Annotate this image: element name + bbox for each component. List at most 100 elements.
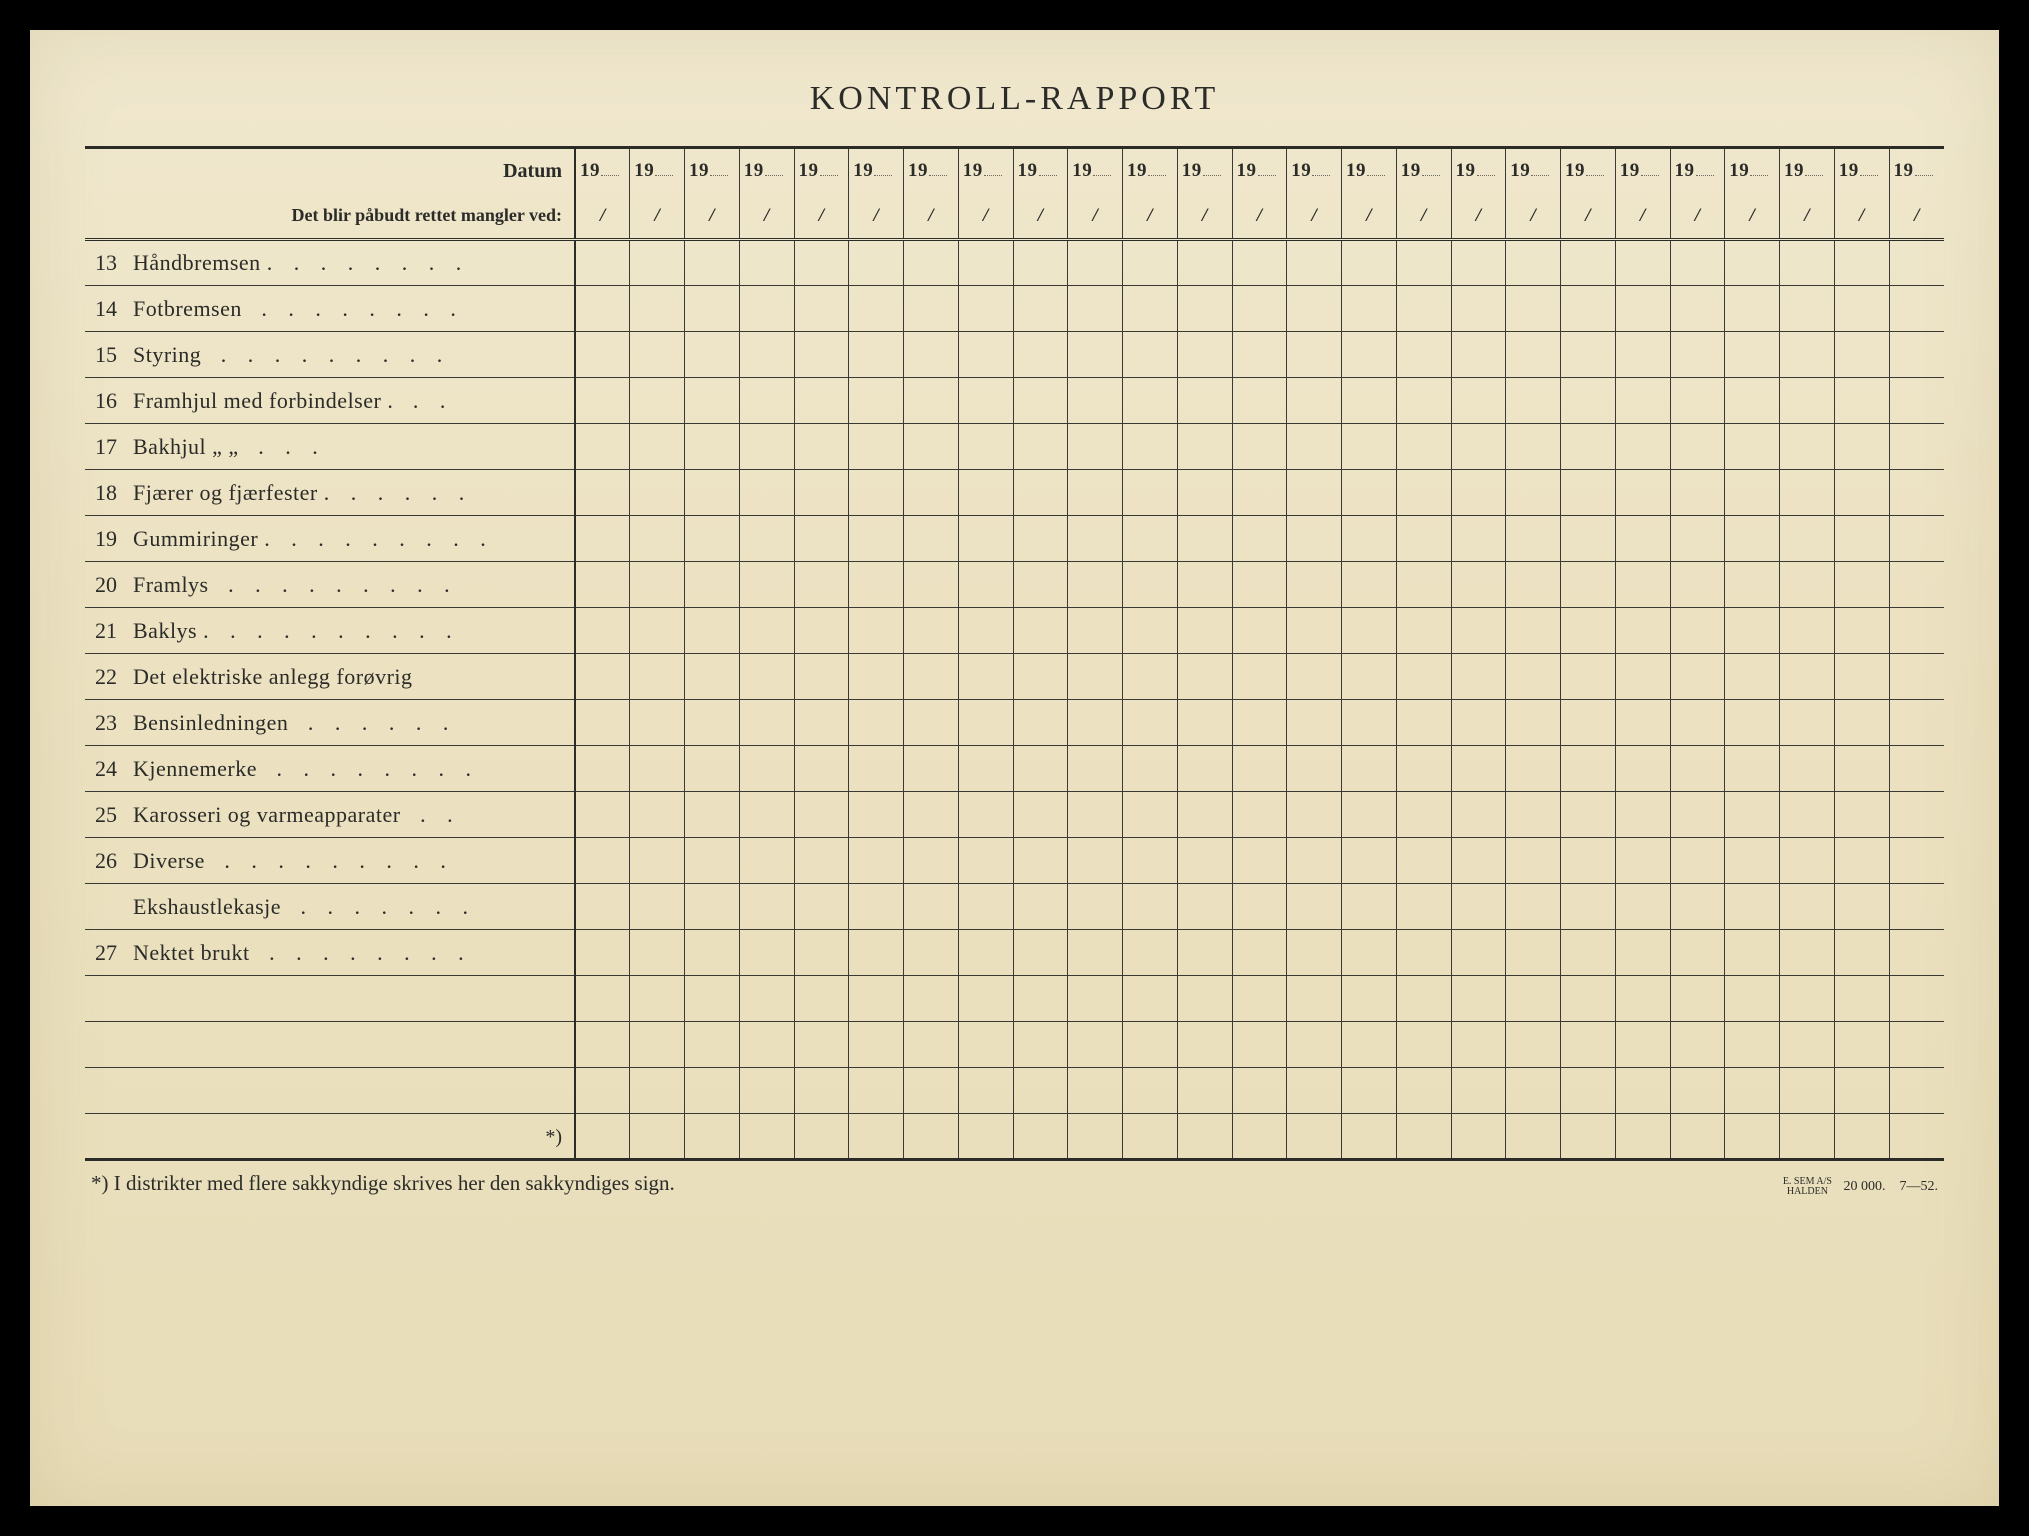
grid-cell	[1177, 838, 1232, 884]
grid-cell	[1506, 1022, 1561, 1068]
grid-cell	[1287, 378, 1342, 424]
grid-cell	[958, 1068, 1013, 1114]
grid-cell	[1780, 700, 1835, 746]
grid-cell	[1342, 654, 1397, 700]
grid-cell	[1123, 792, 1178, 838]
grid-cell	[1232, 608, 1287, 654]
grid-cell	[1123, 654, 1178, 700]
grid-cell	[958, 608, 1013, 654]
grid-cell	[1396, 700, 1451, 746]
grid-cell	[1725, 884, 1780, 930]
grid-cell	[630, 470, 685, 516]
grid-cell	[1506, 746, 1561, 792]
slash-header: /	[739, 194, 794, 240]
grid-cell	[958, 930, 1013, 976]
grid-cell	[1561, 470, 1616, 516]
grid-cell	[1889, 1022, 1944, 1068]
grid-cell	[1396, 792, 1451, 838]
grid-cell	[904, 884, 959, 930]
grid-cell	[685, 700, 740, 746]
grid-cell	[1287, 286, 1342, 332]
grid-cell	[1342, 516, 1397, 562]
grid-cell	[575, 562, 630, 608]
grid-cell	[904, 608, 959, 654]
grid-cell	[1561, 654, 1616, 700]
year-header: 19	[739, 148, 794, 194]
grid-cell	[1725, 838, 1780, 884]
grid-cell	[1834, 286, 1889, 332]
grid-cell	[1013, 1022, 1068, 1068]
grid-cell	[1123, 516, 1178, 562]
grid-cell	[575, 792, 630, 838]
grid-cell	[1342, 700, 1397, 746]
grid-cell	[685, 1068, 740, 1114]
grid-cell	[1615, 516, 1670, 562]
grid-cell	[1834, 332, 1889, 378]
year-header: 19	[904, 148, 959, 194]
grid-cell	[1177, 1022, 1232, 1068]
grid-cell	[1287, 1022, 1342, 1068]
grid-cell	[1013, 470, 1068, 516]
grid-cell	[1725, 378, 1780, 424]
grid-cell	[1506, 884, 1561, 930]
grid-cell	[794, 1022, 849, 1068]
grid-cell	[1561, 562, 1616, 608]
grid-cell	[739, 470, 794, 516]
grid-cell	[1013, 700, 1068, 746]
grid-cell	[1342, 792, 1397, 838]
grid-cell	[1177, 516, 1232, 562]
grid-cell	[1013, 792, 1068, 838]
grid-cell	[1834, 240, 1889, 286]
grid-cell	[1013, 424, 1068, 470]
grid-cell	[1232, 1022, 1287, 1068]
grid-cell	[1889, 1068, 1944, 1114]
grid-cell	[1506, 930, 1561, 976]
grid-cell	[1615, 286, 1670, 332]
grid-cell	[1725, 1022, 1780, 1068]
grid-cell	[685, 470, 740, 516]
slash-header: /	[1889, 194, 1944, 240]
grid-cell	[685, 562, 740, 608]
grid-cell	[1396, 562, 1451, 608]
grid-cell	[849, 1068, 904, 1114]
grid-cell	[904, 516, 959, 562]
grid-cell	[1780, 1068, 1835, 1114]
grid-cell	[1287, 746, 1342, 792]
grid-cell	[849, 930, 904, 976]
grid-cell	[794, 700, 849, 746]
grid-cell	[1506, 516, 1561, 562]
grid-cell	[1451, 332, 1506, 378]
grid-cell	[904, 792, 959, 838]
grid-cell	[1177, 332, 1232, 378]
grid-cell	[958, 792, 1013, 838]
grid-cell	[1013, 884, 1068, 930]
grid-cell	[1615, 240, 1670, 286]
grid-cell	[575, 884, 630, 930]
row-label: Ekshaustlekasje . . . . . . .	[85, 884, 575, 930]
grid-cell	[1068, 1022, 1123, 1068]
report-page: KONTROLL-RAPPORT Datum191919191919191919…	[30, 30, 1999, 1506]
grid-cell	[1232, 838, 1287, 884]
grid-cell	[1287, 562, 1342, 608]
grid-cell	[1396, 424, 1451, 470]
grid-cell	[685, 286, 740, 332]
year-header: 19	[1287, 148, 1342, 194]
grid-cell	[958, 562, 1013, 608]
grid-cell	[1780, 424, 1835, 470]
grid-cell	[630, 424, 685, 470]
grid-cell	[1068, 746, 1123, 792]
grid-cell	[1670, 792, 1725, 838]
grid-cell	[904, 976, 959, 1022]
slash-header: /	[849, 194, 904, 240]
grid-cell	[1670, 700, 1725, 746]
grid-cell	[1889, 884, 1944, 930]
grid-cell	[1725, 654, 1780, 700]
grid-cell	[630, 378, 685, 424]
year-header: 19	[630, 148, 685, 194]
grid-cell	[1615, 746, 1670, 792]
row-label: 13Håndbremsen. . . . . . . .	[85, 240, 575, 286]
row-label: 16Framhjul med forbindelser . . .	[85, 378, 575, 424]
grid-cell	[1287, 930, 1342, 976]
grid-cell	[1287, 654, 1342, 700]
grid-cell	[958, 838, 1013, 884]
